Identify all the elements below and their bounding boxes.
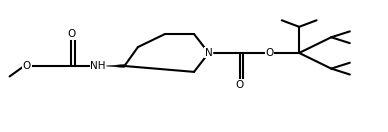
Polygon shape (106, 64, 125, 68)
Text: NH: NH (90, 61, 106, 71)
Text: O: O (265, 48, 274, 58)
Text: N: N (205, 48, 213, 58)
Text: O: O (23, 61, 31, 71)
Text: O: O (67, 29, 75, 39)
Text: O: O (236, 80, 244, 90)
